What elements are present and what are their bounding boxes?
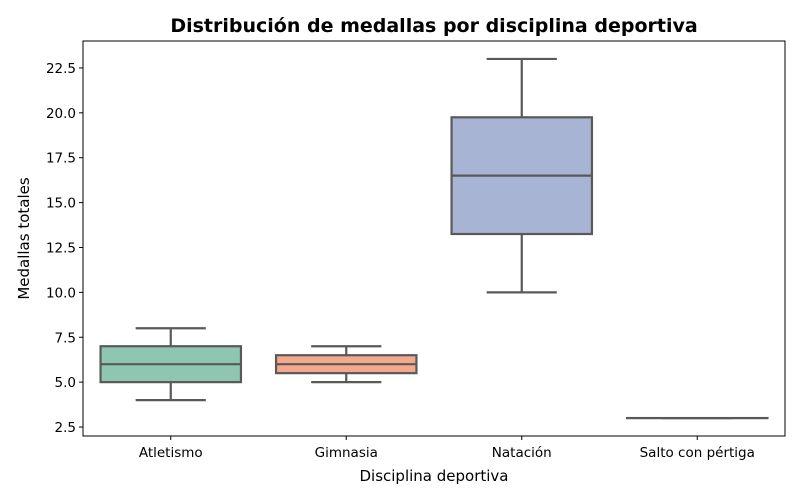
x-axis: Atletismo Gimnasia Natación Salto con pérti… [139,436,755,461]
x-tick-label: Salto con pértiga [640,445,755,461]
y-tick-label: 2.5 [55,420,76,436]
y-tick-label: 15.0 [46,196,76,212]
chart-title: Distribución de medallas por disciplina … [170,15,697,37]
y-tick-label: 10.0 [46,285,76,301]
y-tick-label: 20.0 [46,106,76,122]
plot-area [99,57,769,420]
x-tick-label: Atletismo [139,445,203,461]
y-tick-label: 17.5 [46,151,76,167]
x-tick-label: Gimnasia [315,445,378,461]
box-group-natacion [450,57,594,294]
box-group-atletismo [99,327,243,402]
y-axis: 2.5 5.0 7.5 10.0 12.5 15.0 17.5 20.0 22.5 [46,61,83,436]
x-axis-label: Disciplina deportiva [359,467,508,485]
y-axis-label: Medallas totales [15,177,33,300]
y-tick-label: 7.5 [55,330,76,346]
x-tick-label: Natación [492,445,552,461]
y-tick-label: 12.5 [46,240,76,256]
y-tick-label: 5.0 [55,375,76,391]
box-group-gimnasia [274,345,418,384]
plot-frame [82,40,786,437]
y-tick-label: 22.5 [46,61,76,77]
